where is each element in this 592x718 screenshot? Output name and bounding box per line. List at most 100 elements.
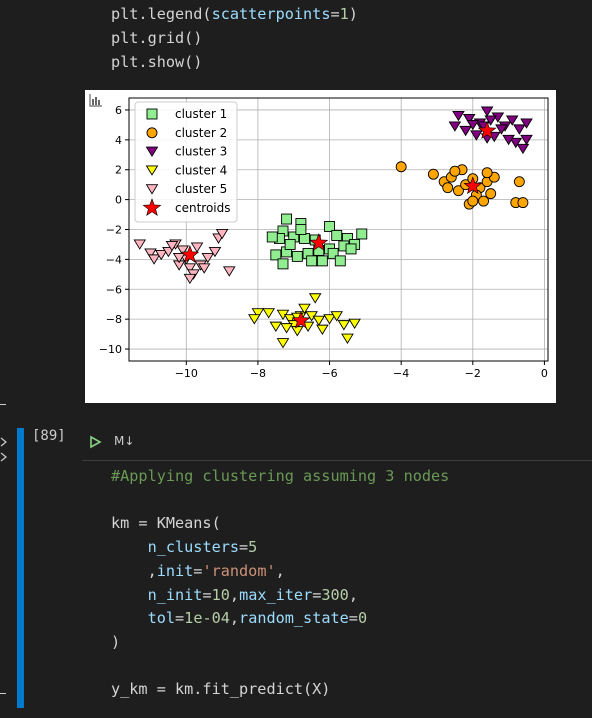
cell-type-label[interactable]: M↓ xyxy=(114,434,135,448)
code-line: plt.grid() xyxy=(111,26,202,50)
data-point xyxy=(144,248,157,259)
data-point xyxy=(466,119,480,131)
data-point xyxy=(478,195,489,207)
code-token: ) xyxy=(348,5,358,23)
data-point xyxy=(513,176,525,188)
collapse-chevron-icon[interactable] xyxy=(0,437,8,447)
data-point xyxy=(395,161,407,173)
y-tick-label: −6 xyxy=(106,283,122,296)
data-point xyxy=(291,310,311,329)
data-point xyxy=(201,252,215,264)
data-point xyxy=(356,228,368,240)
data-point xyxy=(463,176,483,195)
code-token: = xyxy=(239,538,249,557)
run-cell-button[interactable] xyxy=(88,435,102,449)
data-point xyxy=(180,245,200,263)
code-token: 1 xyxy=(339,5,349,23)
data-point xyxy=(509,137,523,149)
code-line: n_init=10,max_iter=300, xyxy=(111,583,358,607)
data-point xyxy=(341,333,354,344)
code-token: = xyxy=(348,609,358,628)
data-point xyxy=(295,224,307,235)
data-point xyxy=(269,321,283,332)
data-point xyxy=(452,110,465,122)
x-tick-label: −4 xyxy=(393,367,409,380)
y-tick-label: −10 xyxy=(99,343,122,356)
code-token: init xyxy=(156,561,194,580)
data-point xyxy=(270,249,282,261)
data-point xyxy=(481,167,493,179)
data-point xyxy=(165,240,179,252)
code-token: , xyxy=(229,585,240,604)
data-point xyxy=(484,115,498,126)
code-token: km = KMeans( xyxy=(111,514,221,533)
x-tick-label: −6 xyxy=(321,367,337,380)
data-point xyxy=(442,182,454,194)
x-tick-label: 0 xyxy=(541,367,548,380)
series-centroids xyxy=(180,121,497,329)
y-tick-label: −2 xyxy=(106,224,122,237)
data-point xyxy=(485,188,497,200)
run-cell-icon xyxy=(90,435,102,449)
chart-toolbar-icon xyxy=(89,94,102,107)
code-token: , xyxy=(348,585,358,604)
code-token: 1e-04 xyxy=(184,609,230,628)
data-point xyxy=(183,273,197,285)
code-token: y_km = km.fit_predict(X) xyxy=(111,680,331,699)
cell-active-indicator xyxy=(17,428,24,708)
code-token: 10 xyxy=(211,585,230,604)
code-line: tol=1e-04,random_state=0 xyxy=(111,606,368,630)
y-tick-label: 6 xyxy=(115,104,122,117)
data-point xyxy=(459,125,472,137)
legend-marker xyxy=(142,198,162,216)
legend-marker xyxy=(146,127,158,139)
data-point xyxy=(330,311,344,322)
data-point xyxy=(327,247,339,259)
data-point xyxy=(312,315,326,327)
legend-label: cluster 4 xyxy=(175,163,227,177)
code-token: 'random' xyxy=(202,561,276,580)
code-token: , xyxy=(229,609,240,628)
data-point xyxy=(462,113,476,125)
code-token: random_state xyxy=(239,609,349,628)
code-token: n_clusters xyxy=(147,538,240,557)
data-point xyxy=(299,233,310,244)
code-token: plt.grid() xyxy=(111,29,203,47)
data-point xyxy=(183,263,197,274)
legend-marker xyxy=(145,184,159,195)
code-token: , xyxy=(275,561,285,580)
data-point xyxy=(277,258,289,270)
code-token: tol xyxy=(147,609,176,628)
data-point xyxy=(147,254,161,265)
data-point xyxy=(190,242,204,253)
code-token: 0 xyxy=(357,609,368,628)
code-line: km = KMeans( xyxy=(111,511,221,535)
code-line: y_km = km.fit_predict(X) xyxy=(111,677,330,701)
data-point xyxy=(316,255,328,267)
y-tick-label: 2 xyxy=(115,164,122,177)
collapse-chevron-icon[interactable] xyxy=(0,452,8,462)
data-point xyxy=(513,124,526,135)
data-point xyxy=(208,246,222,258)
series-cluster-4 xyxy=(248,293,361,349)
x-tick-label: −10 xyxy=(175,367,198,380)
code-token xyxy=(111,609,148,627)
code-token: ) xyxy=(111,632,121,651)
code-token: n_init xyxy=(147,585,203,604)
series-cluster-5 xyxy=(133,229,236,285)
data-point xyxy=(291,326,304,337)
data-point xyxy=(298,303,311,315)
y-tick-label: 0 xyxy=(115,194,122,207)
code-line: plt.legend(scatterpoints=1) xyxy=(111,2,358,26)
data-point xyxy=(133,239,147,250)
legend-marker xyxy=(146,108,158,120)
chart-toolbar-icon xyxy=(95,97,97,105)
code-line: plt.show() xyxy=(111,50,202,74)
code-token xyxy=(111,538,148,556)
data-point xyxy=(345,243,357,255)
legend-marker xyxy=(145,146,159,157)
legend-label: cluster 5 xyxy=(175,182,227,196)
data-point xyxy=(520,118,533,129)
x-tick-label: −2 xyxy=(465,367,481,380)
data-point xyxy=(520,134,533,146)
